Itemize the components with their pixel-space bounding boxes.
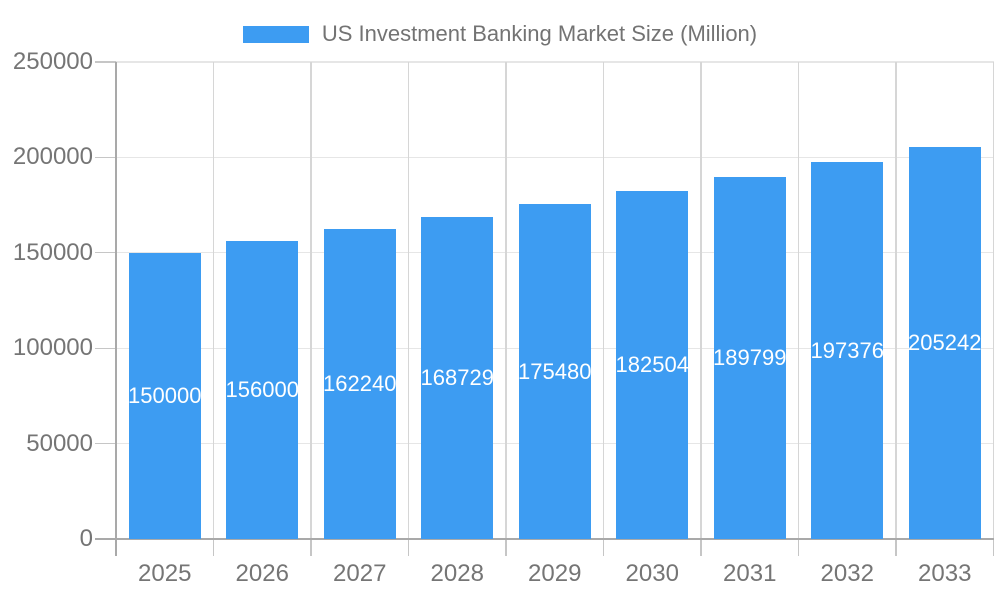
x-tick-label: 2027	[333, 560, 387, 587]
v-gridline	[407, 62, 410, 539]
bar-value-label: 162240	[323, 371, 396, 397]
y-tick-label: 100000	[12, 334, 93, 362]
bar-2030[interactable]: 182504	[616, 190, 689, 539]
v-gridline	[602, 62, 605, 539]
x-tick	[602, 539, 605, 556]
bar-2027[interactable]: 162240	[323, 229, 396, 539]
h-gridline	[116, 61, 994, 63]
x-tick-label: 2032	[820, 560, 874, 587]
bar-value-label: 205242	[908, 330, 981, 356]
y-tick-label: 150000	[12, 238, 93, 266]
x-tick-label: 2026	[235, 560, 289, 587]
y-tick-label: 200000	[12, 143, 93, 171]
x-tick	[797, 539, 800, 556]
x-tick	[212, 539, 215, 556]
v-gridline	[700, 62, 702, 539]
v-gridline	[797, 62, 800, 539]
bar-value-label: 197376	[811, 337, 884, 363]
x-tick	[895, 539, 897, 556]
bar-value-label: 150000	[128, 382, 201, 408]
x-tick	[407, 539, 410, 556]
bar-2025[interactable]: 150000	[128, 252, 201, 539]
y-tick-label: 250000	[12, 48, 93, 75]
x-tick	[992, 539, 995, 556]
legend-label: US Investment Banking Market Size (Milli…	[321, 21, 758, 46]
x-tick-label: 2030	[625, 560, 679, 587]
x-tick-label: 2029	[528, 560, 582, 587]
bar-value-label: 156000	[226, 377, 299, 403]
bar-2033[interactable]: 205242	[908, 147, 981, 539]
v-gridline	[505, 62, 507, 539]
y-tick	[95, 156, 116, 159]
bar-2031[interactable]: 189799	[713, 176, 786, 539]
y-tick	[95, 347, 116, 349]
x-tick-label: 2033	[918, 560, 972, 587]
y-tick-label: 50000	[26, 429, 93, 457]
bar-value-label: 175480	[518, 358, 591, 384]
bar-2032[interactable]: 197376	[811, 162, 884, 539]
y-tick	[95, 442, 116, 445]
y-tick	[95, 61, 116, 63]
x-tick	[505, 539, 507, 556]
y-tick-label: 0	[79, 525, 93, 552]
bar-2028[interactable]: 168729	[421, 217, 494, 539]
v-gridline	[895, 62, 897, 539]
v-gridline	[310, 62, 312, 539]
x-tick-label: 2025	[138, 560, 192, 587]
chart-legend[interactable]: US Investment Banking Market Size (Milli…	[0, 19, 1000, 49]
bar-value-label: 189799	[713, 344, 786, 370]
x-tick	[700, 539, 702, 556]
y-tick	[95, 252, 116, 254]
x-tick-label: 2031	[723, 560, 777, 587]
h-gridline	[116, 156, 994, 159]
bar-value-label: 168729	[421, 365, 494, 391]
x-tick	[310, 539, 312, 556]
bar-value-label: 182504	[616, 351, 689, 377]
x-axis-line	[95, 538, 994, 540]
x-tick-label: 2028	[430, 560, 484, 587]
bar-2026[interactable]: 156000	[226, 241, 299, 539]
bar-2029[interactable]: 175480	[518, 204, 591, 539]
v-gridline	[212, 62, 215, 539]
v-gridline	[992, 62, 995, 539]
y-axis-line	[115, 62, 117, 556]
legend-swatch	[242, 25, 309, 43]
